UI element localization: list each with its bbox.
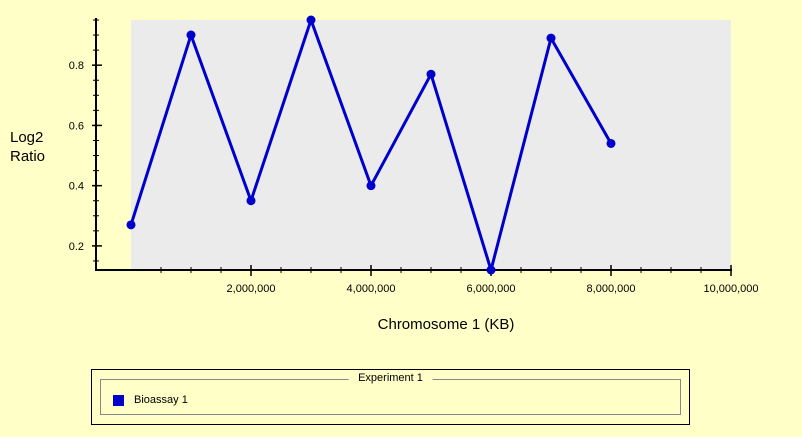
y-axis-ticks: 0.2 0.4 0.6 0.8 (69, 19, 102, 262)
data-point (246, 196, 256, 206)
y-axis-title: Log2 Ratio (10, 128, 50, 166)
y-tick-label: 0.2 (69, 241, 84, 253)
data-point (186, 30, 196, 40)
x-tick-label: 8,000,000 (587, 283, 636, 295)
x-tick-label: 4,000,000 (347, 283, 396, 295)
x-tick-label: 2,000,000 (227, 283, 276, 295)
y-axis-title-line-2: Ratio (10, 148, 46, 165)
y-tick-label: 0.4 (69, 181, 84, 193)
data-point (546, 33, 556, 43)
y-tick-label: 0.8 (69, 60, 84, 72)
data-point (426, 69, 436, 79)
legend: Experiment 1 Bioassay 1 (91, 369, 690, 425)
data-point (366, 181, 376, 191)
plot-area (131, 20, 731, 270)
legend-swatch-bioassay-1 (113, 395, 124, 406)
data-point (306, 15, 316, 25)
legend-entry-bioassay-1: Bioassay 1 (134, 394, 188, 406)
x-axis-title: Chromosome 1 (KB) (378, 316, 515, 333)
legend-group: Experiment 1 Bioassay 1 (100, 372, 681, 415)
data-point (486, 265, 496, 275)
legend-title: Experiment 1 (348, 372, 433, 384)
x-axis-ticks: 2,000,000 4,000,000 6,000,000 8,000,000 10,0… (160, 265, 759, 295)
data-point (126, 220, 136, 230)
x-tick-label: 6,000,000 (467, 283, 516, 295)
y-tick-label: 0.6 (69, 120, 84, 132)
x-tick-label: 10,000,000 (703, 283, 758, 295)
data-point (606, 138, 616, 148)
series-layer (126, 15, 616, 275)
y-axis-title-line-1: Log2 (10, 129, 44, 146)
